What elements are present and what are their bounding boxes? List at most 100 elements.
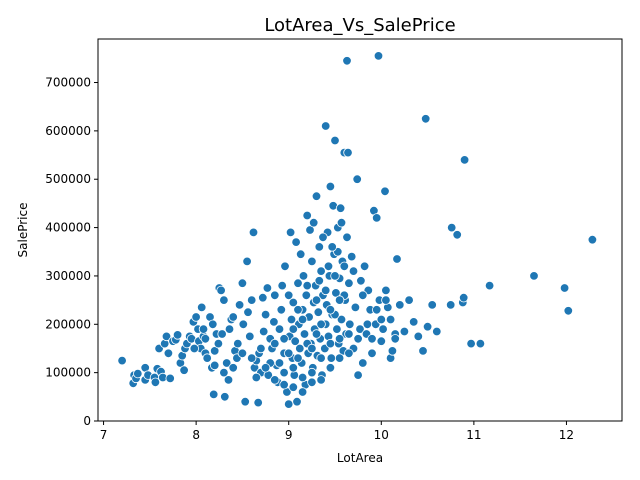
data-point xyxy=(219,295,229,305)
y-tick-label: 600000 xyxy=(45,124,91,138)
data-point xyxy=(372,213,382,223)
data-point xyxy=(270,338,280,349)
data-point xyxy=(293,353,303,363)
y-tick-label: 400000 xyxy=(45,221,91,235)
data-point xyxy=(385,314,396,325)
data-point xyxy=(196,302,207,313)
data-point xyxy=(238,319,249,330)
data-point xyxy=(314,276,325,286)
data-point xyxy=(248,227,259,238)
plot-frame xyxy=(97,38,623,422)
data-point xyxy=(213,338,224,349)
data-point xyxy=(288,382,299,392)
data-point xyxy=(200,334,211,344)
data-point xyxy=(286,314,297,325)
data-point xyxy=(296,249,306,259)
data-point xyxy=(279,334,289,344)
data-point xyxy=(305,225,315,235)
data-point xyxy=(372,305,382,315)
x-tick-label: 9 xyxy=(285,428,293,442)
data-point xyxy=(276,305,287,315)
data-point xyxy=(150,377,161,388)
data-point xyxy=(209,346,220,356)
data-point xyxy=(297,387,308,397)
data-point xyxy=(279,367,289,378)
data-point xyxy=(390,334,400,344)
data-point xyxy=(274,358,285,368)
data-point xyxy=(342,56,352,66)
x-tick-label: 7 xyxy=(100,428,108,442)
data-point xyxy=(334,295,345,305)
data-point xyxy=(189,343,200,354)
data-point xyxy=(316,319,326,330)
data-point xyxy=(274,324,285,334)
data-point xyxy=(459,293,469,303)
data-point xyxy=(350,302,361,313)
y-tick-label: 0 xyxy=(83,414,91,428)
y-tick-label: 100000 xyxy=(45,366,91,380)
data-point xyxy=(270,290,280,301)
data-point xyxy=(293,305,303,315)
data-point xyxy=(284,290,294,301)
data-point xyxy=(353,370,363,380)
data-point xyxy=(302,280,312,291)
data-point xyxy=(563,306,574,316)
data-point xyxy=(242,256,252,267)
data-point xyxy=(395,300,405,310)
data-point xyxy=(217,329,227,339)
data-point xyxy=(269,317,279,327)
data-point xyxy=(373,51,384,61)
data-point xyxy=(293,278,303,288)
scatter-points xyxy=(117,51,598,409)
y-tick-label: 200000 xyxy=(45,317,91,331)
data-point xyxy=(323,261,334,272)
data-point xyxy=(161,331,172,342)
x-axis: 7 8 9 10 11 12 xyxy=(100,421,574,442)
data-point xyxy=(321,285,331,296)
data-point xyxy=(475,338,486,349)
data-point xyxy=(288,363,299,373)
data-point xyxy=(220,392,230,402)
data-point xyxy=(459,155,470,165)
x-tick-label: 11 xyxy=(466,428,481,442)
data-point xyxy=(316,375,326,385)
data-point xyxy=(330,135,340,146)
data-point xyxy=(318,232,328,243)
x-tick-label: 10 xyxy=(374,428,389,442)
data-point xyxy=(334,334,345,344)
data-point xyxy=(297,314,308,325)
data-point xyxy=(311,329,322,339)
data-point xyxy=(284,399,294,409)
data-point xyxy=(353,334,363,344)
data-point xyxy=(253,397,263,408)
data-point xyxy=(418,346,428,356)
data-point xyxy=(260,363,271,373)
data-point xyxy=(243,307,253,317)
data-point xyxy=(331,288,341,298)
data-point xyxy=(256,343,266,354)
data-point xyxy=(334,353,345,363)
data-point xyxy=(466,338,476,349)
x-tick-label: 8 xyxy=(192,428,200,442)
data-point xyxy=(325,181,336,192)
data-point xyxy=(359,261,370,272)
data-point xyxy=(172,330,183,340)
data-point xyxy=(221,358,232,368)
data-point xyxy=(381,295,391,305)
data-point xyxy=(246,353,257,363)
data-point xyxy=(352,174,362,184)
data-point xyxy=(326,353,337,363)
data-point xyxy=(447,222,457,233)
data-point xyxy=(202,353,212,363)
data-point xyxy=(240,397,250,407)
data-point xyxy=(325,338,336,349)
data-point xyxy=(330,271,340,281)
data-point xyxy=(223,375,234,385)
data-point xyxy=(339,261,350,272)
data-point xyxy=(307,367,317,378)
chart-title: LotArea_Vs_SalePrice xyxy=(264,15,455,36)
data-point xyxy=(399,326,410,337)
data-point xyxy=(316,266,326,276)
data-point xyxy=(297,372,308,383)
data-point xyxy=(228,312,238,322)
